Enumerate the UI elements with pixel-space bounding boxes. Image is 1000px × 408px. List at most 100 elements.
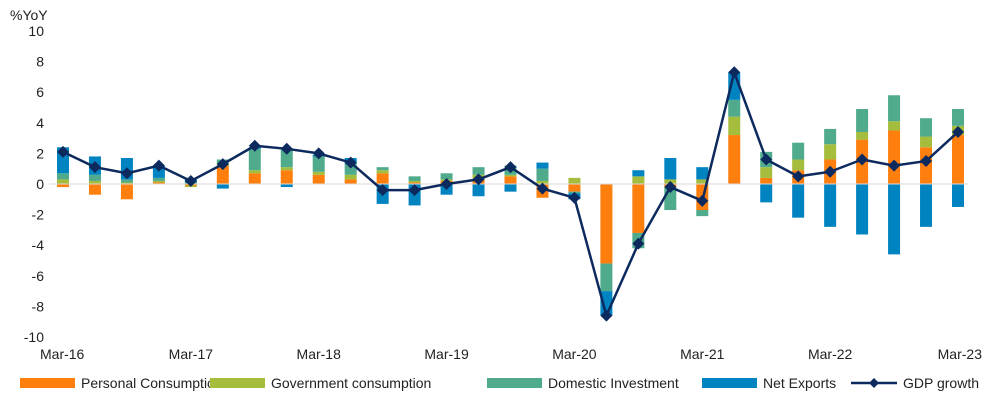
- bar-government-consumption: [568, 177, 581, 184]
- bar-net-exports: [504, 184, 517, 192]
- bar-net-exports: [536, 162, 549, 169]
- gdp-growth-marker: [120, 167, 133, 180]
- bar-personal-consumption: [504, 176, 517, 184]
- bar-domestic-investment: [440, 173, 453, 180]
- bar-domestic-investment: [824, 128, 837, 145]
- legend-label-net-exports: Net Exports: [763, 375, 836, 391]
- y-tick-label: -8: [32, 298, 45, 314]
- x-tick-label: Mar-18: [297, 346, 342, 362]
- gdp-growth-marker: [856, 153, 869, 166]
- bar-government-consumption: [376, 170, 389, 174]
- bar-domestic-investment: [696, 210, 709, 217]
- bar-personal-consumption: [408, 182, 421, 184]
- bar-personal-consumption: [57, 184, 69, 188]
- gdp-growth-marker: [888, 159, 901, 172]
- bar-net-exports: [792, 184, 805, 218]
- bar-net-exports: [920, 184, 933, 227]
- gdp-growth-marker: [952, 125, 964, 138]
- bar-domestic-investment: [88, 174, 101, 181]
- gdp-growth-marker: [344, 156, 357, 169]
- y-tick-label: -2: [32, 207, 45, 223]
- bar-net-exports: [952, 184, 964, 207]
- gdp-growth-marker: [57, 145, 69, 158]
- gdp-growth-marker: [376, 184, 389, 197]
- bar-domestic-investment: [152, 177, 165, 181]
- bar-government-consumption: [760, 167, 773, 178]
- bar-series-group: [57, 72, 964, 316]
- x-tick-label: Mar-17: [169, 346, 214, 362]
- bar-domestic-investment: [344, 164, 357, 175]
- bar-government-consumption: [504, 174, 517, 177]
- bar-government-consumption: [888, 121, 901, 131]
- bar-domestic-investment: [888, 95, 901, 122]
- x-tick-label: Mar-20: [552, 346, 597, 362]
- gdp-growth-marker: [504, 161, 517, 174]
- bar-domestic-investment: [728, 99, 741, 117]
- x-tick-label: Mar-16: [40, 346, 85, 362]
- bar-domestic-investment: [952, 109, 964, 126]
- bar-personal-consumption: [344, 179, 357, 184]
- bar-domestic-investment: [120, 179, 133, 183]
- bar-government-consumption: [632, 176, 645, 184]
- legend-swatch-net-exports: [702, 378, 757, 388]
- bar-personal-consumption: [88, 184, 101, 195]
- y-tick-label: 4: [36, 115, 44, 131]
- bar-net-exports: [696, 167, 709, 180]
- bar-domestic-investment: [312, 156, 325, 172]
- bar-personal-consumption: [376, 173, 389, 184]
- gdp-growth-marker: [472, 173, 485, 186]
- bar-government-consumption: [152, 180, 165, 183]
- gdp-growth-marker: [792, 170, 805, 183]
- gdp-growth-marker: [568, 191, 581, 204]
- gdp-growth-marker: [408, 184, 421, 197]
- y-tick-label: 8: [36, 54, 44, 70]
- bar-government-consumption: [408, 180, 421, 183]
- y-tick-label: 6: [36, 84, 44, 100]
- bar-personal-consumption: [216, 165, 229, 184]
- x-axis-ticks: Mar-16 Mar-17 Mar-18 Mar-19 Mar-20 Mar-21 Mar-…: [40, 346, 982, 362]
- bar-net-exports: [760, 184, 773, 203]
- bar-net-exports: [216, 184, 229, 189]
- gdp-growth-marker: [600, 309, 613, 322]
- gdp-growth-marker: [664, 181, 677, 194]
- bar-net-exports: [856, 184, 869, 235]
- gdp-growth-marker: [152, 159, 165, 172]
- legend-label-personal-consumption: Personal Consumption: [81, 375, 223, 391]
- bar-net-exports: [472, 184, 485, 197]
- legend-label-government-consumption: Government consumption: [271, 375, 431, 391]
- bar-domestic-investment: [248, 148, 261, 171]
- bar-domestic-investment: [280, 148, 293, 168]
- bar-domestic-investment: [600, 263, 613, 292]
- bar-personal-consumption: [568, 184, 581, 192]
- bar-net-exports: [152, 165, 165, 178]
- bar-personal-consumption: [600, 184, 613, 264]
- y-tick-label: -4: [32, 237, 45, 253]
- bar-government-consumption: [248, 170, 261, 174]
- gdp-growth-marker: [824, 165, 837, 178]
- gdp-growth-marker: [696, 194, 709, 207]
- gdp-growth-marker: [632, 237, 645, 250]
- bar-domestic-investment: [792, 142, 805, 160]
- bar-domestic-investment: [408, 176, 421, 181]
- x-tick-label: Mar-19: [424, 346, 469, 362]
- y-tick-label: 10: [28, 23, 44, 39]
- bar-government-consumption: [920, 136, 933, 148]
- bar-domestic-investment: [472, 167, 485, 175]
- legend-label-domestic-investment: Domestic Investment: [548, 375, 679, 391]
- gdp-line-group: [57, 66, 964, 322]
- bar-personal-consumption: [952, 135, 964, 184]
- legend-label-gdp-growth: GDP growth: [903, 375, 979, 391]
- bar-personal-consumption: [888, 130, 901, 184]
- bar-personal-consumption: [632, 184, 645, 233]
- bar-net-exports: [280, 184, 293, 188]
- bar-net-exports: [632, 170, 645, 177]
- x-tick-label: Mar-21: [680, 346, 725, 362]
- gdp-growth-marker: [184, 174, 197, 187]
- legend-marker-gdp-growth: [869, 378, 879, 388]
- gdp-growth-marker: [728, 66, 741, 79]
- legend-swatch-government-consumption: [210, 378, 265, 388]
- bar-domestic-investment: [856, 109, 869, 132]
- bar-government-consumption: [824, 144, 837, 160]
- bar-government-consumption: [856, 131, 869, 140]
